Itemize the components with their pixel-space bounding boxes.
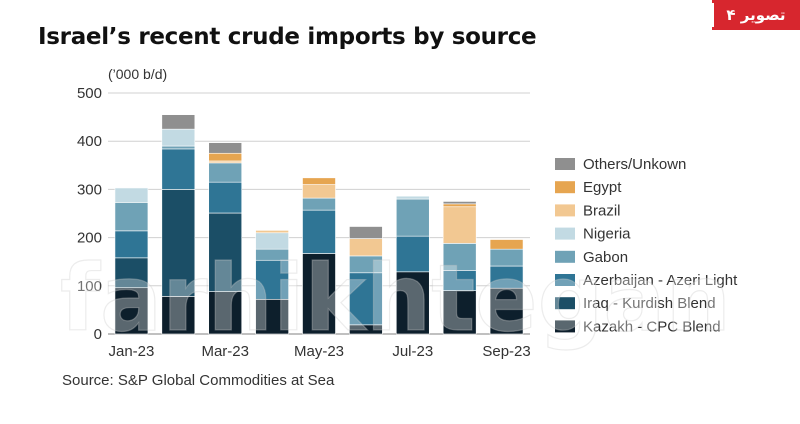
legend-label-egypt: Egypt bbox=[583, 179, 622, 196]
x-axis-ticks: Jan-23 Mar-23 May-23 Jul-23 Sep-23 bbox=[109, 343, 531, 360]
y-tick-label: 0 bbox=[94, 326, 102, 343]
bars bbox=[114, 114, 524, 335]
legend-label-nigeria: Nigeria bbox=[583, 226, 631, 243]
bar-segment-kazakh-cpc-blend bbox=[442, 290, 477, 335]
bar-segment-azerbaijan-azeri-light bbox=[255, 259, 289, 300]
bar-segment-brazil bbox=[349, 238, 383, 257]
bar-segment-gabon bbox=[349, 255, 383, 274]
legend-swatch-kazakh-cpc-blend bbox=[555, 320, 575, 333]
bar-segment-gabon bbox=[395, 198, 430, 237]
bar-segment-azerbaijan-azeri-light bbox=[208, 181, 243, 214]
x-tick-label: Mar-23 bbox=[201, 343, 249, 360]
y-axis-ticks: 0 100 200 300 400 500 bbox=[77, 85, 102, 343]
legend-swatch-azerbaijan-azeri-light bbox=[555, 274, 575, 286]
y-tick-label: 500 bbox=[77, 85, 102, 102]
x-tick-label: May-23 bbox=[294, 343, 344, 360]
bar-segment-kazakh-cpc-blend bbox=[349, 324, 383, 335]
y-tick-label: 300 bbox=[77, 181, 102, 198]
legend-label-others-unkown: Others/Unkown bbox=[583, 156, 686, 173]
chart-title: Israel’s recent crude imports by source bbox=[38, 24, 537, 50]
y-tick-label: 100 bbox=[77, 278, 102, 295]
bar-segment-azerbaijan-azeri-light bbox=[349, 272, 383, 326]
bar-segment-gabon bbox=[442, 243, 477, 271]
source-note: Source: S&P Global Commodities at Sea bbox=[62, 372, 335, 389]
bar-segment-egypt bbox=[489, 239, 524, 250]
bar-segment-azerbaijan-azeri-light bbox=[442, 270, 477, 291]
bar-segment-nigeria bbox=[255, 232, 289, 250]
bar-segment-gabon bbox=[161, 145, 196, 150]
bar-segment-azerbaijan-azeri-light bbox=[395, 235, 430, 273]
figure-number-badge: تصویر ۴ bbox=[712, 0, 800, 30]
legend-label-iraq-kurdish-blend: Iraq - Kurdish Blend bbox=[583, 295, 716, 312]
bar-segment-iraq-kurdish-blend bbox=[114, 257, 149, 289]
bar-segment-gabon bbox=[255, 248, 289, 261]
bar-segment-others-unkown bbox=[442, 201, 477, 205]
bar-segment-iraq-kurdish-blend bbox=[161, 189, 196, 297]
legend-swatch-others-unkown bbox=[555, 158, 575, 170]
bar-segment-kazakh-cpc-blend bbox=[114, 287, 149, 335]
bar-segment-others-unkown bbox=[161, 114, 196, 130]
bar-segment-gabon bbox=[302, 197, 336, 211]
bar-segment-kazakh-cpc-blend bbox=[395, 271, 430, 335]
legend-swatch-nigeria bbox=[555, 227, 575, 240]
bar-segment-nigeria bbox=[161, 128, 196, 147]
bar-segment-egypt bbox=[302, 177, 336, 185]
legend-swatch-egypt bbox=[555, 181, 575, 194]
bar-segment-azerbaijan-azeri-light bbox=[302, 209, 336, 254]
bar-segment-gabon bbox=[208, 162, 243, 183]
bar-segment-others-unkown bbox=[349, 226, 383, 239]
bar-segment-kazakh-cpc-blend bbox=[489, 287, 524, 335]
x-tick-label: Sep-23 bbox=[482, 343, 530, 360]
y-axis-units: (’000 b/d) bbox=[108, 66, 168, 82]
legend-label-brazil: Brazil bbox=[583, 202, 621, 219]
legend-swatch-iraq-kurdish-blend bbox=[555, 297, 575, 310]
legend-swatch-brazil bbox=[555, 204, 575, 217]
bar-segment-brazil bbox=[442, 206, 477, 244]
legend-label-gabon: Gabon bbox=[583, 249, 628, 266]
bar-segment-azerbaijan-azeri-light bbox=[161, 148, 196, 190]
y-tick-label: 400 bbox=[77, 133, 102, 150]
bar-segment-brazil bbox=[255, 230, 289, 234]
bar-segment-kazakh-cpc-blend bbox=[255, 298, 289, 335]
bar-segment-kazakh-cpc-blend bbox=[302, 253, 336, 335]
bar-segment-azerbaijan-azeri-light bbox=[489, 265, 524, 289]
bar-segment-iraq-kurdish-blend bbox=[208, 212, 243, 292]
legend: Others/Unkown Egypt Brazil Nigeria Gabon Azer… bbox=[555, 156, 738, 335]
bar-segment-egypt bbox=[208, 152, 243, 162]
bar-segment-gabon bbox=[114, 202, 149, 232]
bar-segment-nigeria bbox=[114, 187, 149, 203]
figure-number-text: تصویر ۴ bbox=[726, 6, 786, 24]
bar-segment-kazakh-cpc-blend bbox=[208, 291, 243, 335]
bar-segment-kazakh-cpc-blend bbox=[161, 296, 196, 335]
y-tick-label: 200 bbox=[77, 230, 102, 247]
legend-label-azerbaijan-azeri-light: Azerbaijan - Azeri Light bbox=[583, 272, 738, 289]
bar-segment-others-unkown bbox=[208, 142, 243, 154]
bar-segment-gabon bbox=[489, 248, 524, 267]
legend-label-kazakh-cpc-blend: Kazakh - CPC Blend bbox=[583, 318, 721, 335]
x-tick-label: Jan-23 bbox=[109, 343, 155, 360]
bar-segment-nigeria bbox=[395, 195, 430, 200]
bar-segment-egypt bbox=[442, 203, 477, 208]
x-tick-label: Jul-23 bbox=[392, 343, 433, 360]
bar-segment-azerbaijan-azeri-light bbox=[114, 230, 149, 259]
bar-segment-brazil bbox=[302, 184, 336, 199]
legend-swatch-gabon bbox=[555, 250, 575, 263]
badge-divider bbox=[712, 3, 714, 27]
